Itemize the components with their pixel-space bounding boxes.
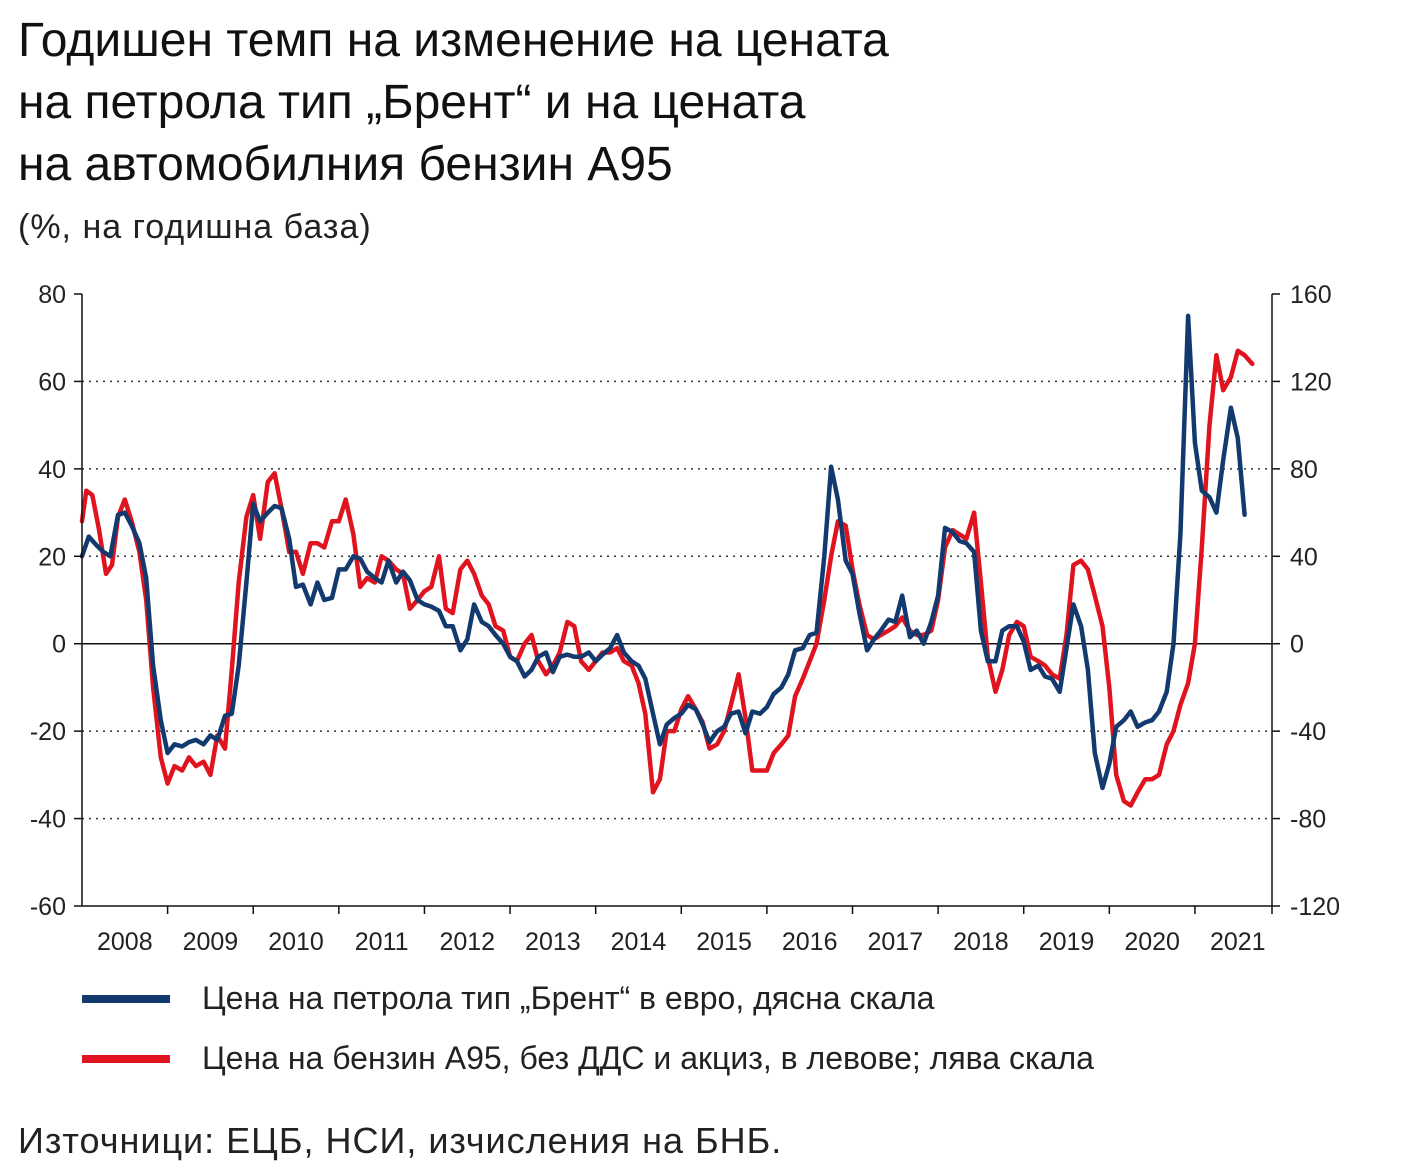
right-axis-tick-label: 120	[1290, 368, 1332, 396]
left-axis-tick-label: 40	[38, 456, 66, 484]
x-axis-tick-label: 2019	[1039, 928, 1095, 956]
right-axis-tick-label: -80	[1290, 806, 1326, 834]
x-axis-tick-label: 2016	[782, 928, 838, 956]
x-axis-tick-label: 2008	[97, 928, 153, 956]
title-line-3: на автомобилния бензин А95	[18, 138, 673, 191]
legend-label-brent: Цена на петрола тип „Брент“ в евро, дясн…	[202, 980, 935, 1016]
right-axis-tick-label: 40	[1290, 543, 1318, 571]
series-line-brent	[79, 313, 1247, 791]
right-axis-tick-label: -40	[1290, 718, 1326, 746]
gridlines	[82, 380, 1272, 820]
chart-subtitle: (%, на годишна база)	[18, 208, 372, 246]
x-axis-tick-label: 2010	[268, 928, 324, 956]
title-line-2: на петрола тип „Брент“ и на цената	[18, 76, 806, 129]
x-axis-tick-label: 2013	[525, 928, 581, 956]
legend-label-a95: Цена на бензин А95, без ДДС и акциз, в л…	[202, 1040, 1094, 1076]
legend-item-a95: Цена на бензин А95, без ДДС и акциз, в л…	[82, 1040, 1094, 1077]
x-axis-tick-label: 2012	[439, 928, 495, 956]
x-axis-tick-label: 2017	[867, 928, 923, 956]
left-axis-tick-label: 60	[38, 368, 66, 396]
x-axis-tick-label: 2011	[355, 928, 409, 956]
x-axis-tick-label: 2021	[1210, 928, 1266, 956]
right-axis-tick-label: 80	[1290, 456, 1318, 484]
title-line-1: Годишен темп на изменение на цената	[18, 14, 889, 67]
tick-labels: -60 -40 -20 0 20 40 60 80 -120 -80 -40 0 40 80 120 160 2…	[30, 281, 1340, 956]
right-axis-tick-label: 160	[1290, 281, 1332, 309]
series-line-a95	[79, 348, 1255, 808]
series-lines	[79, 313, 1255, 808]
left-axis-tick-label: -40	[30, 806, 66, 834]
left-axis-tick-label: 0	[52, 631, 66, 659]
legend-item-brent: Цена на петрола тип „Брент“ в евро, дясн…	[82, 980, 934, 1017]
left-axis-tick-label: 80	[38, 281, 66, 309]
axes	[74, 293, 1280, 914]
x-axis-tick-label: 2018	[953, 928, 1009, 956]
left-axis-tick-label: -20	[30, 718, 66, 746]
legend-swatch-brent	[82, 994, 170, 1003]
legend-swatch-a95	[82, 1054, 170, 1063]
left-axis-tick-label: -60	[30, 893, 66, 921]
right-axis-tick-label: -120	[1290, 893, 1340, 921]
x-axis-tick-label: 2009	[183, 928, 239, 956]
x-axis-tick-label: 2015	[696, 928, 752, 956]
x-axis-tick-label: 2020	[1124, 928, 1180, 956]
left-axis-tick-label: 20	[38, 543, 66, 571]
x-axis-tick-label: 2014	[611, 928, 667, 956]
right-axis-tick-label: 0	[1290, 631, 1304, 659]
source-note: Източници: ЕЦБ, НСИ, изчисления на БНБ.	[18, 1120, 783, 1161]
chart-title: Годишен темп на изменение на цената на п…	[18, 10, 1388, 196]
